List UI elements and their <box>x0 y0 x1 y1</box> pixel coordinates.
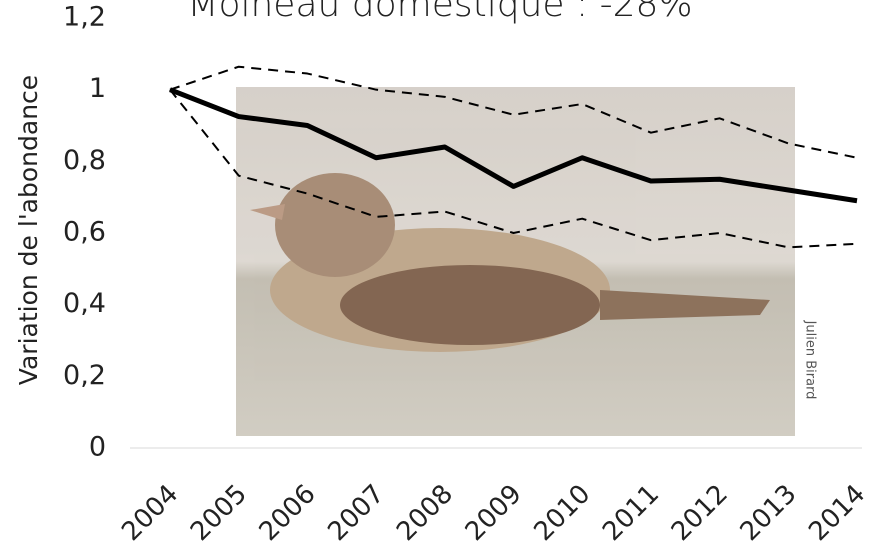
y-tick-label: 0,8 <box>63 145 106 176</box>
series-line <box>169 87 858 204</box>
x-tick-label: 2011 <box>597 479 665 547</box>
y-tick-label: 1,2 <box>63 2 106 33</box>
x-tick-label: 2013 <box>735 479 803 547</box>
y-tick-label: 0,2 <box>63 360 106 391</box>
y-tick-label: 1 <box>89 73 106 104</box>
x-tick-label: 2009 <box>460 479 528 547</box>
x-tick-label: 2010 <box>528 479 596 547</box>
y-tick-label: 0,6 <box>63 217 106 248</box>
x-tick-label: 2004 <box>116 479 184 547</box>
x-tick-label: 2014 <box>803 479 869 547</box>
x-tick-label: 2006 <box>254 479 322 547</box>
x-tick-label: 2008 <box>391 479 459 547</box>
y-axis-label: Variation de l'abondance <box>14 75 43 385</box>
x-tick-label: 2005 <box>185 479 253 547</box>
photo <box>236 87 795 436</box>
y-tick-label: 0,4 <box>63 288 106 319</box>
photo-credit: Julien Birard <box>803 320 818 400</box>
chart-title: Moineau domestique : -28% <box>187 0 692 25</box>
y-tick-label: 0 <box>89 432 106 463</box>
series-line <box>169 89 858 249</box>
x-tick-label: 2007 <box>322 479 390 547</box>
x-tick-label: 2012 <box>666 479 734 547</box>
